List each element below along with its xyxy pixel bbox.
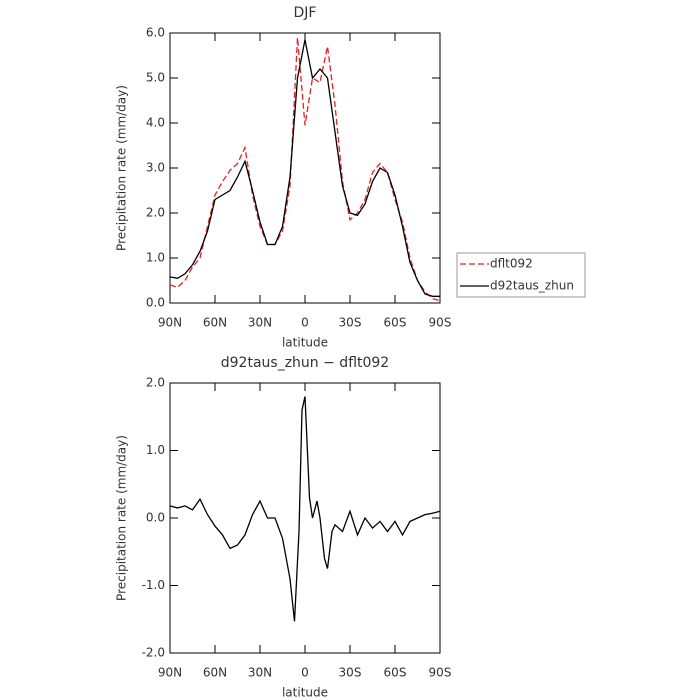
y-tick-label: 5.0 xyxy=(146,71,165,85)
x-tick-label: 30N xyxy=(248,316,272,330)
series-line xyxy=(169,39,440,297)
x-axis-label: latitude xyxy=(282,336,328,350)
y-tick-label: 1.0 xyxy=(146,251,165,265)
x-tick-label: 60N xyxy=(203,316,227,330)
x-axis-label: latitude xyxy=(282,686,328,700)
y-axis-label: Precipitation rate (mm/day) xyxy=(115,435,129,601)
series-line xyxy=(169,396,441,622)
y-tick-label: -2.0 xyxy=(142,646,165,660)
y-tick-label: -1.0 xyxy=(142,578,165,592)
x-tick-label: 0 xyxy=(301,666,309,680)
chart-title: DJF xyxy=(294,5,317,21)
y-tick-label: 2.0 xyxy=(146,376,165,390)
plot-frame xyxy=(169,382,441,654)
x-tick-label: 90N xyxy=(158,666,182,680)
x-tick-label: 60S xyxy=(384,316,407,330)
y-tick-label: 6.0 xyxy=(146,26,165,40)
x-tick-label: 30N xyxy=(248,666,272,680)
legend-label: d92taus_zhun xyxy=(490,279,574,293)
legend-label: dflt092 xyxy=(490,257,533,271)
x-tick-label: 60N xyxy=(203,666,227,680)
x-tick-label: 30S xyxy=(339,316,362,330)
x-tick-label: 60S xyxy=(384,666,407,680)
series-line xyxy=(169,37,441,302)
y-tick-label: 3.0 xyxy=(146,161,165,175)
chart-title: d92taus_zhun − dflt092 xyxy=(221,355,389,371)
y-tick-label: 1.0 xyxy=(146,443,165,457)
x-tick-label: 90S xyxy=(429,316,452,330)
legend-box xyxy=(456,252,586,298)
y-tick-label: 0.0 xyxy=(146,511,165,525)
x-tick-label: 90S xyxy=(429,666,452,680)
y-tick-label: 2.0 xyxy=(146,206,165,220)
y-tick-label: 4.0 xyxy=(146,116,165,130)
x-tick-label: 0 xyxy=(301,316,309,330)
x-tick-label: 90N xyxy=(158,316,182,330)
y-tick-label: 0.0 xyxy=(146,296,165,310)
x-tick-label: 30S xyxy=(339,666,362,680)
y-axis-label: Precipitation rate (mm/day) xyxy=(115,85,129,251)
plot-frame xyxy=(169,32,441,304)
